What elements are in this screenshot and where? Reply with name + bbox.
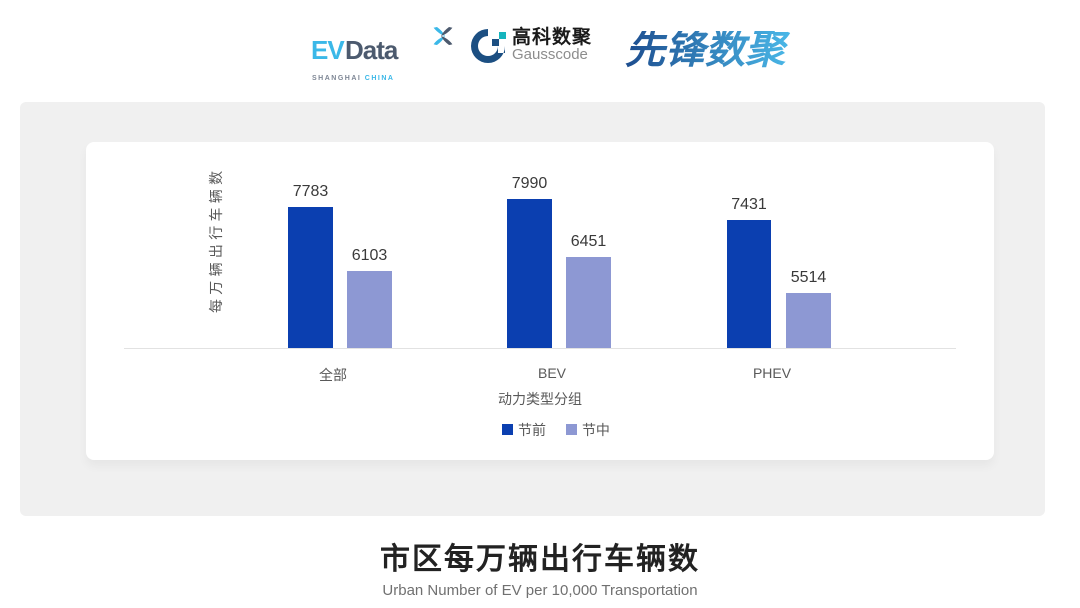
svg-text:EV: EV [311, 35, 345, 65]
svg-text:先锋数聚: 先锋数聚 [625, 31, 791, 71]
svg-text:Data: Data [345, 35, 399, 65]
